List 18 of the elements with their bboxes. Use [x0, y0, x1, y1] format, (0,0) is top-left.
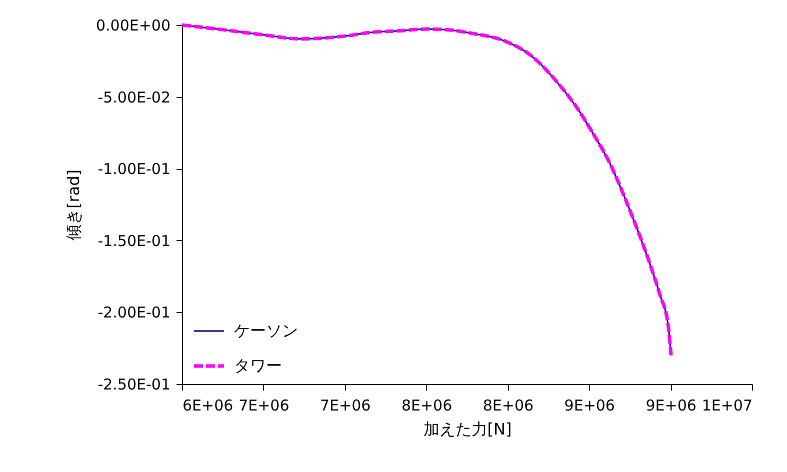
x-tick-label: 9E+06 [564, 396, 615, 414]
x-axis-title: 加えた力[N] [423, 420, 512, 438]
x-tick-label: 6E+06 [182, 396, 234, 414]
legend-label: ケーソン [234, 321, 298, 340]
y-tick-label: -1.00E-01 [98, 160, 170, 178]
y-tick-label: -1.50E-01 [98, 232, 170, 250]
x-tick-label: 8E+06 [482, 396, 534, 414]
x-tick-label: 9E+06 [646, 396, 696, 414]
x-tick-label: 7E+06 [320, 396, 371, 414]
y-tick-label: 0.00E+00 [96, 16, 170, 34]
x-tick-label: 8E+06 [401, 396, 452, 414]
y-tick-label: -5.00E-02 [98, 88, 170, 106]
y-axis-title: 傾き[rad] [64, 169, 83, 241]
x-tick-label: 1E+07 [702, 396, 752, 414]
y-tick-label: -2.50E-01 [98, 376, 170, 394]
legend-label: タワー [234, 356, 282, 375]
x-tick-label: 7E+06 [238, 396, 290, 414]
y-tick-label: -2.00E-01 [98, 304, 170, 322]
